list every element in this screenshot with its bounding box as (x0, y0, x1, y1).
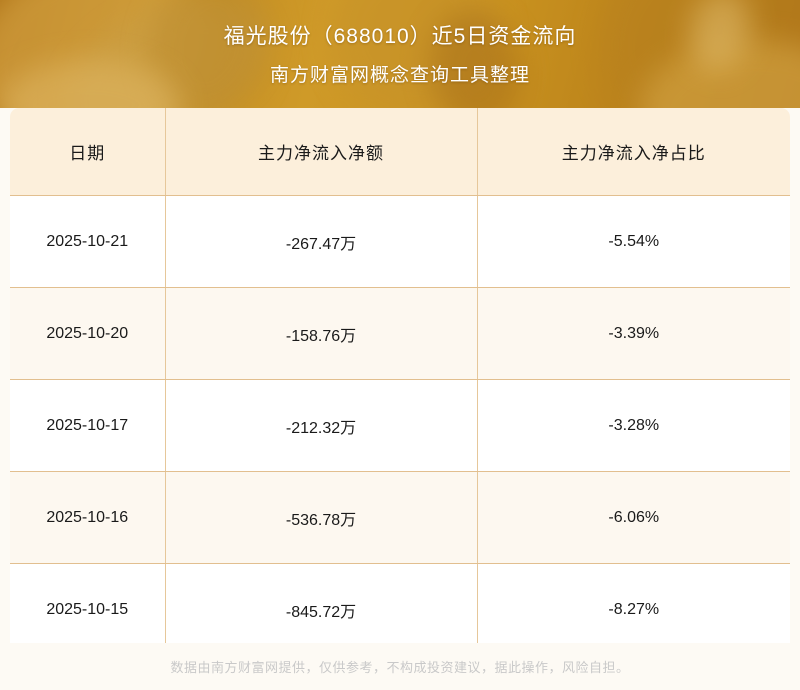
cell-date: 2025-10-15 (10, 563, 166, 656)
cell-net-amount: -536.78万 (165, 471, 478, 564)
column-header-date: 日期 (10, 108, 166, 196)
cell-date: 2025-10-21 (10, 195, 166, 288)
disclaimer-text: 数据由南方财富网提供，仅供参考，不构成投资建议，据此操作，风险自担。 (170, 660, 630, 675)
cell-date: 2025-10-17 (10, 379, 166, 472)
cell-date: 2025-10-20 (10, 287, 166, 380)
fund-flow-table-wrapper: 日期 主力净流入净额 主力净流入净占比 2025-10-21 -267.47万 … (10, 108, 790, 656)
table-header-row: 日期 主力净流入净额 主力净流入净占比 (10, 108, 790, 196)
cell-net-amount: -845.72万 (165, 563, 478, 656)
column-header-net-ratio: 主力净流入净占比 (477, 108, 790, 196)
table-header: 日期 主力净流入净额 主力净流入净占比 (10, 108, 790, 196)
table-body: 2025-10-21 -267.47万 -5.54% 2025-10-20 -1… (10, 195, 790, 656)
page-title-primary: 福光股份（688010）近5日资金流向 (223, 25, 577, 48)
cell-net-ratio: -8.27% (477, 563, 790, 656)
column-header-net-amount: 主力净流入净额 (165, 108, 478, 196)
cell-net-ratio: -6.06% (477, 471, 790, 564)
cell-net-ratio: -3.39% (477, 287, 790, 380)
table-row: 2025-10-21 -267.47万 -5.54% (10, 195, 790, 288)
cell-net-amount: -267.47万 (165, 195, 478, 288)
table-row: 2025-10-15 -845.72万 -8.27% (10, 563, 790, 656)
page-title-secondary: 南方财富网概念查询工具整理 (269, 65, 530, 86)
table-row: 2025-10-20 -158.76万 -3.39% (10, 287, 790, 380)
cell-net-ratio: -5.54% (477, 195, 790, 288)
table-row: 2025-10-17 -212.32万 -3.28% (10, 379, 790, 472)
cell-net-amount: -158.76万 (165, 287, 478, 380)
cell-net-ratio: -3.28% (477, 379, 790, 472)
table-row: 2025-10-16 -536.78万 -6.06% (10, 471, 790, 564)
cell-date: 2025-10-16 (10, 471, 166, 564)
page-title: 福光股份（688010）近5日资金流向 南方财富网概念查询工具整理 (0, 0, 800, 85)
cell-net-amount: -212.32万 (165, 379, 478, 472)
footer: 数据由南方财富网提供，仅供参考，不构成投资建议，据此操作，风险自担。 (0, 643, 800, 690)
fund-flow-table: 日期 主力净流入净额 主力净流入净占比 2025-10-21 -267.47万 … (10, 108, 790, 656)
banner-header: 福光股份（688010）近5日资金流向 南方财富网概念查询工具整理 (0, 0, 800, 108)
